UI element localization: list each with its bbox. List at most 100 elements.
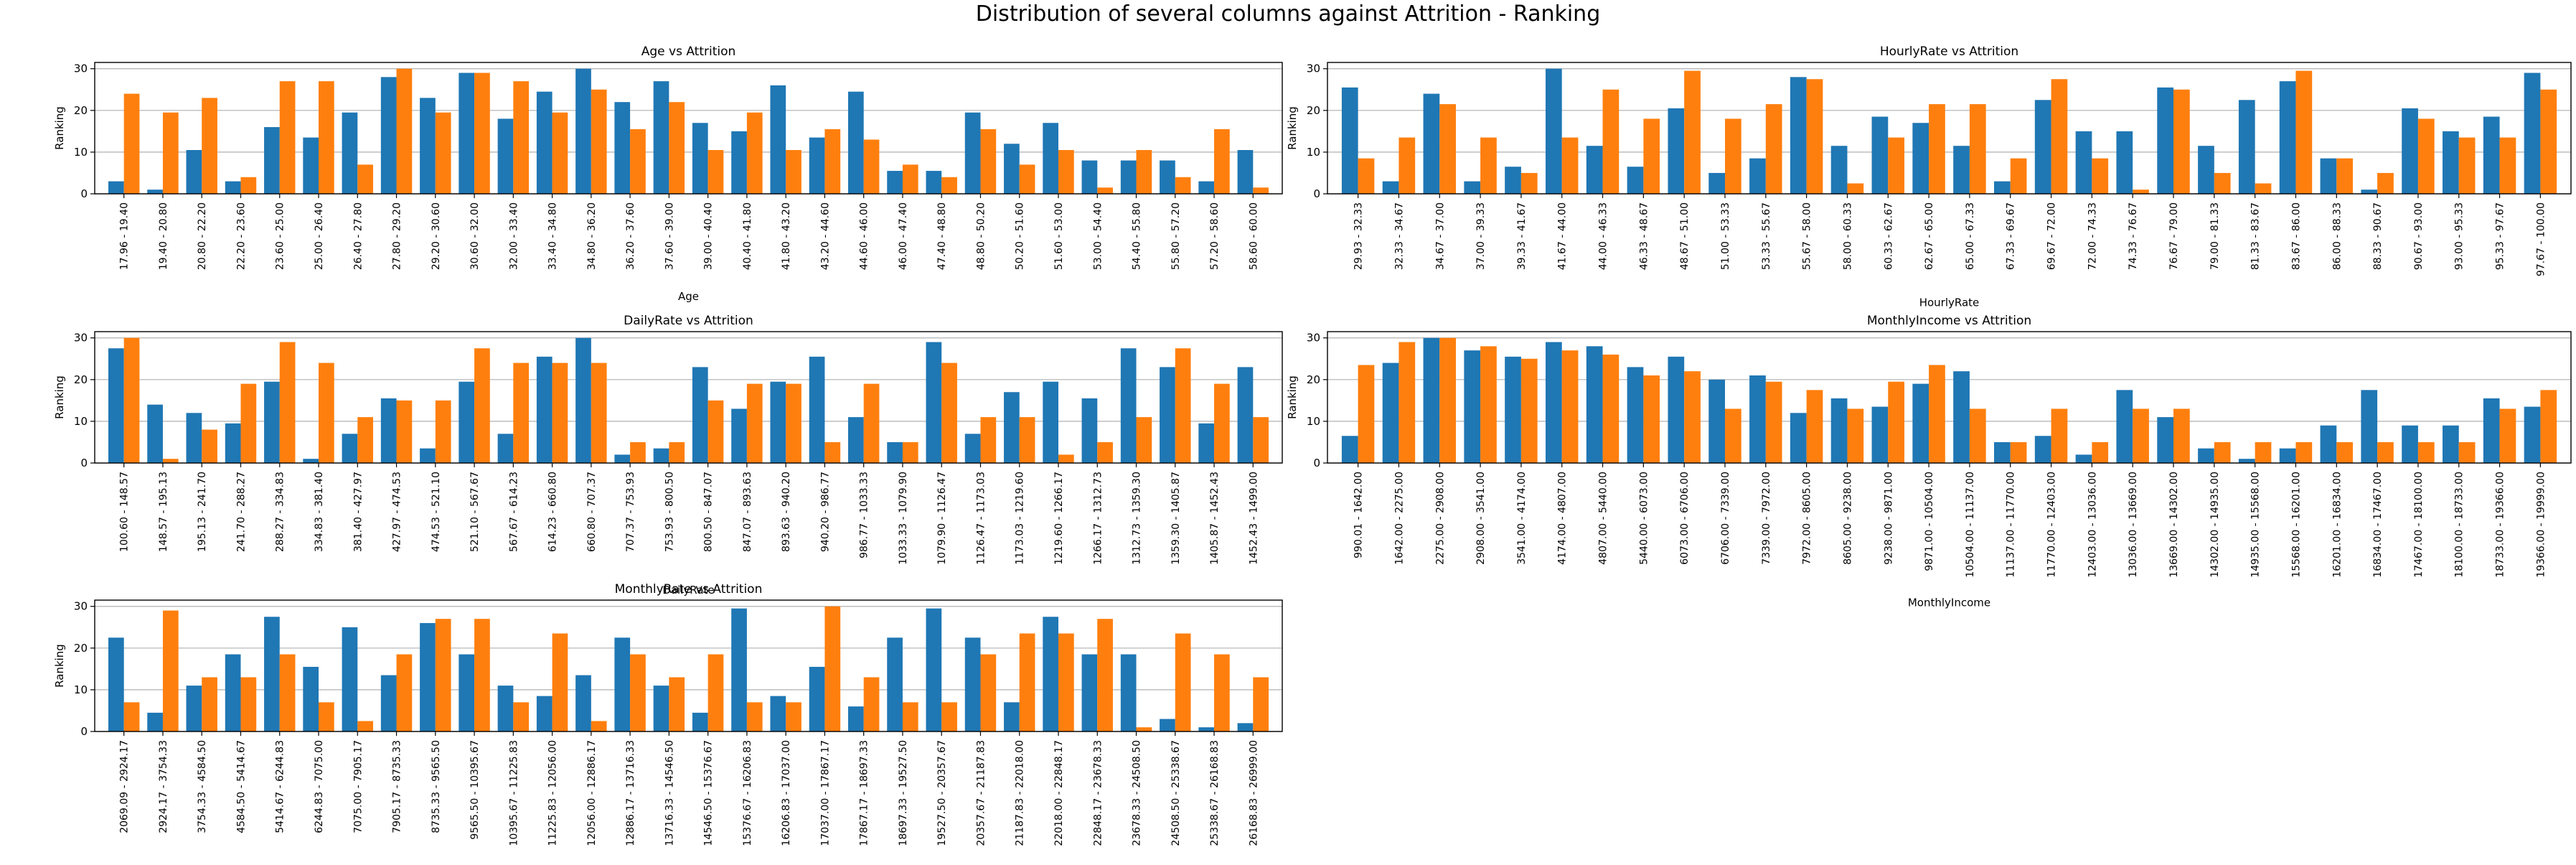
x-tick-label: 37.60 - 39.00 (664, 202, 675, 270)
x-tick-label: 41.80 - 43.20 (781, 202, 792, 270)
y-tick-label: 30 (1307, 332, 1320, 345)
bar (2443, 131, 2459, 194)
bar (1019, 417, 1035, 463)
bar (1806, 390, 1823, 463)
x-tick-label: 22848.17 - 23678.33 (1092, 740, 1104, 846)
bar (575, 68, 591, 194)
x-tick-label: 54.40 - 55.80 (1132, 202, 1143, 270)
bar (1684, 371, 1701, 463)
x-tick-label: 7339.00 - 7972.00 (1761, 472, 1772, 565)
x-tick-label: 58.60 - 60.00 (1248, 202, 1259, 270)
bar (2034, 436, 2051, 463)
x-tick-label: 83.67 - 86.00 (2290, 202, 2302, 270)
x-tick-label: 660.80 - 707.37 (586, 472, 598, 552)
bar (1627, 167, 1644, 194)
bar (2238, 459, 2255, 463)
bar (1237, 367, 1254, 463)
bar (1545, 342, 1562, 463)
x-tick-label: 19527.50 - 20357.67 (936, 740, 948, 846)
bar (513, 702, 530, 731)
plot-frame (94, 331, 1283, 464)
bar (770, 696, 786, 731)
x-tick-label: 10504.00 - 11137.00 (1965, 472, 1976, 578)
bar (1439, 104, 1456, 194)
x-tick-label: 76.67 - 79.00 (2168, 202, 2180, 270)
bar (863, 139, 880, 194)
x-tick-label: 24508.50 - 25338.67 (1170, 740, 1182, 846)
bar (1545, 68, 1562, 194)
bar (1586, 146, 1603, 194)
x-tick-label: 26168.83 - 26999.00 (1248, 740, 1259, 846)
bar (186, 686, 202, 731)
x-tick-label: 11770.00 - 12403.00 (2046, 472, 2058, 578)
bar (2361, 190, 2378, 194)
x-tick-label: 753.93 - 800.50 (664, 472, 675, 552)
bar (1120, 348, 1137, 463)
x-tick-label: 58.00 - 60.33 (1842, 202, 1853, 270)
x-tick-label: 1452.43 - 1499.00 (1248, 472, 1259, 565)
x-tick-label: 13036.00 - 13669.00 (2128, 472, 2139, 578)
bar (1806, 79, 1823, 194)
bar (1464, 350, 1481, 463)
x-tick-label: 29.93 - 32.33 (1353, 202, 1365, 270)
bar (1004, 702, 1020, 731)
bar (186, 150, 202, 194)
x-tick-label: 1266.17 - 1312.73 (1092, 472, 1104, 565)
y-tick-label: 10 (1307, 146, 1320, 159)
x-tick-label: 2275.00 - 2908.00 (1434, 472, 1446, 565)
bar (824, 441, 841, 463)
x-tick-label: 60.33 - 62.67 (1883, 202, 1894, 270)
x-tick-label: 3541.00 - 4174.00 (1516, 472, 1528, 565)
bar (1160, 160, 1175, 194)
bar (2499, 408, 2516, 463)
bar (1765, 381, 1782, 463)
x-axis-label: DailyRate (662, 584, 714, 597)
bar (342, 112, 358, 194)
x-tick-label: 707.37 - 753.93 (625, 472, 636, 552)
bar (1043, 381, 1058, 463)
x-tick-label: 9238.00 - 9871.00 (1883, 472, 1894, 565)
bar (1627, 367, 1644, 463)
bar (964, 112, 981, 194)
x-tick-label: 6073.00 - 6706.00 (1679, 472, 1691, 565)
bar (2214, 441, 2231, 463)
x-tick-label: 79.00 - 81.33 (2209, 202, 2221, 270)
plot-frame (94, 62, 1283, 195)
bar (926, 342, 942, 463)
bar (108, 181, 124, 194)
bar (2116, 390, 2133, 463)
y-axis-label: Ranking (53, 106, 66, 150)
bar (279, 654, 296, 731)
bar (669, 441, 685, 463)
bar (1198, 423, 1215, 463)
bar (2010, 441, 2027, 463)
bar (303, 666, 319, 731)
x-tick-label: 47.40 - 48.80 (936, 202, 948, 270)
bar (1871, 406, 1889, 463)
bar (1586, 346, 1603, 463)
x-tick-label: 32.00 - 33.40 (508, 202, 520, 270)
x-tick-label: 48.67 - 51.00 (1679, 202, 1691, 270)
bar (2116, 131, 2133, 194)
x-tick-label: 20357.67 - 21187.83 (975, 740, 987, 846)
bar (1341, 87, 1358, 194)
x-tick-label: 27.80 - 29.20 (392, 202, 403, 270)
bar (123, 702, 140, 731)
bar (459, 381, 475, 463)
y-axis-label: Ranking (1286, 106, 1299, 150)
x-tick-label: 2924.17 - 3754.33 (158, 740, 169, 833)
x-tick-label: 1033.33 - 1079.90 (898, 472, 909, 565)
bar (396, 68, 413, 194)
bar (2320, 425, 2337, 463)
bar (2320, 158, 2337, 194)
bar (225, 423, 241, 463)
bar (380, 398, 397, 463)
bar (1043, 123, 1058, 194)
bar (809, 356, 825, 463)
x-tick-label: 62.67 - 65.00 (1924, 202, 1935, 270)
x-tick-label: 13716.33 - 14546.50 (664, 740, 675, 846)
bar (614, 637, 631, 731)
x-tick-label: 93.00 - 95.33 (2454, 202, 2465, 270)
x-tick-label: 1219.60 - 1266.17 (1053, 472, 1065, 565)
